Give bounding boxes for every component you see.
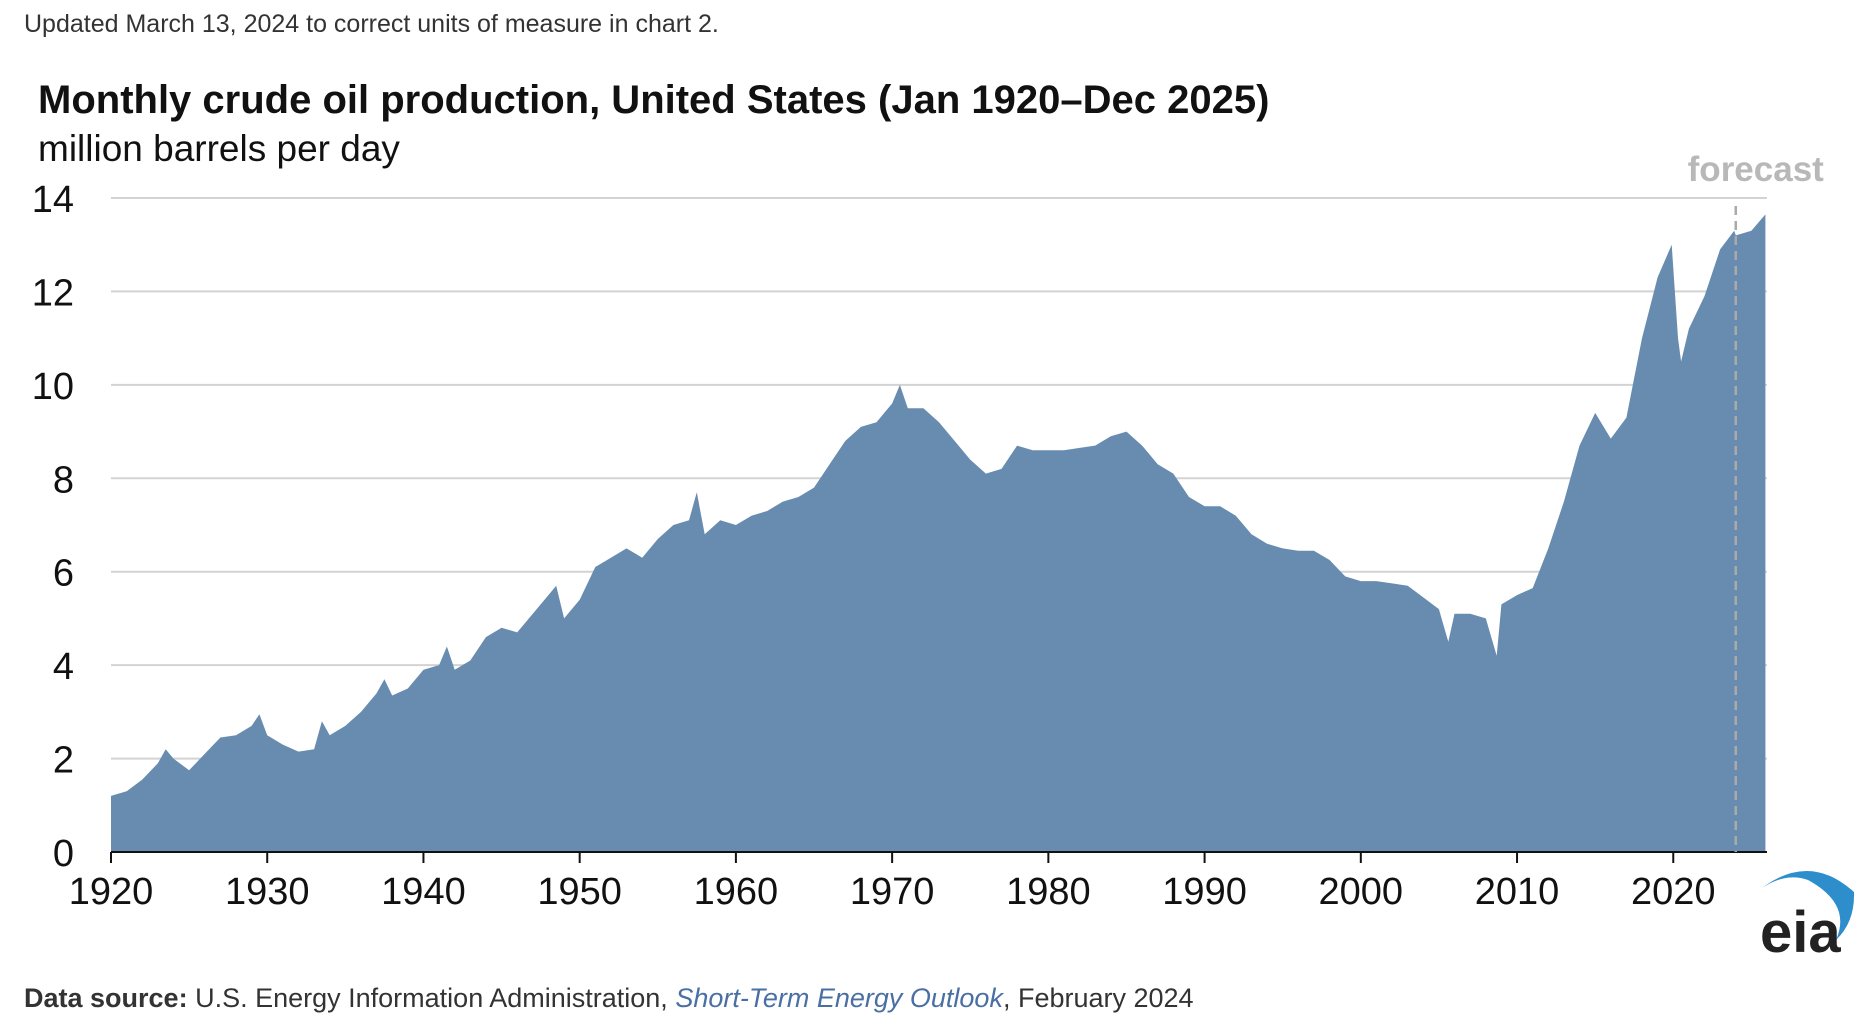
- data-source-text: U.S. Energy Information Administration,: [195, 983, 668, 1013]
- chart-subtitle: million barrels per day: [38, 128, 400, 169]
- x-tick-label: 1930: [225, 871, 310, 913]
- y-tick-label: 6: [53, 553, 74, 595]
- x-tick-label: 1940: [381, 871, 466, 913]
- x-tick-label: 1960: [694, 871, 779, 913]
- forecast-label: forecast: [1688, 150, 1825, 189]
- x-tick-label: 2020: [1631, 871, 1716, 913]
- eia-logo-text: eia: [1760, 900, 1841, 960]
- area-chart: 1920 1930 1940 1950 1960 1970 1980 1990 2000 2010…: [32, 150, 1825, 913]
- update-note: Updated March 13, 2024 to correct units …: [24, 10, 719, 38]
- x-tick-label: 2010: [1475, 871, 1560, 913]
- x-axis: 1920 1930 1940 1950 1960 1970 1980 1990 2000 2010…: [69, 851, 1767, 913]
- plot-area: [111, 214, 1766, 852]
- forecast-marker: forecast: [1688, 150, 1825, 852]
- y-tick-label: 12: [32, 272, 74, 314]
- data-source-label: Data source:: [24, 983, 188, 1013]
- y-tick-label: 4: [53, 646, 74, 688]
- y-tick-label: 0: [53, 833, 74, 875]
- y-tick-label: 8: [53, 459, 74, 501]
- x-tick-label: 2000: [1319, 871, 1404, 913]
- eia-logo: eia: [1760, 870, 1855, 960]
- x-tick-label: 1990: [1162, 871, 1247, 913]
- x-tick-label: 1950: [537, 871, 622, 913]
- publication-link[interactable]: Short-Term Energy Outlook: [675, 983, 1003, 1013]
- y-tick-label: 14: [32, 179, 74, 221]
- area-series: [111, 214, 1766, 852]
- x-tick-label: 1980: [1006, 871, 1091, 913]
- data-source-date: , February 2024: [1002, 983, 1194, 1013]
- eia-logo-arc: [1762, 870, 1855, 940]
- y-tick-label: 10: [32, 366, 74, 408]
- data-source: Data source: U.S. Energy Information Adm…: [24, 983, 1194, 1014]
- y-tick-label: 2: [53, 740, 74, 782]
- x-tick-label: 1920: [69, 871, 154, 913]
- x-tick-label: 1970: [850, 871, 935, 913]
- chart-title: Monthly crude oil production, United Sta…: [38, 78, 1270, 122]
- y-axis: 0 2 4 6 8 10 12 14: [32, 179, 74, 875]
